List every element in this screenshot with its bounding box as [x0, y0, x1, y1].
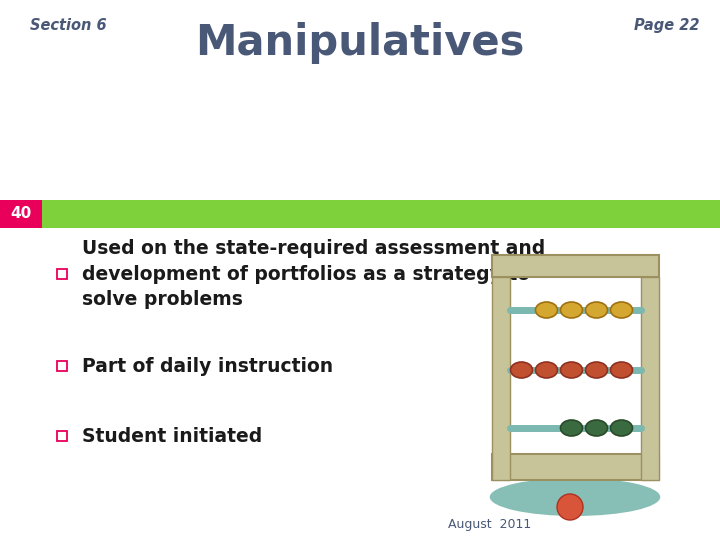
Bar — [57, 269, 67, 279]
Bar — [492, 255, 659, 277]
Ellipse shape — [560, 420, 582, 436]
Text: Section 6: Section 6 — [30, 18, 107, 33]
Ellipse shape — [536, 362, 557, 378]
Bar — [492, 277, 510, 480]
Text: Page 22: Page 22 — [634, 18, 700, 33]
Text: Student initiated: Student initiated — [82, 427, 262, 446]
Ellipse shape — [510, 362, 533, 378]
Ellipse shape — [560, 302, 582, 318]
Ellipse shape — [585, 362, 608, 378]
Ellipse shape — [560, 362, 582, 378]
Bar — [57, 361, 67, 371]
Bar — [57, 431, 67, 441]
Text: Manipulatives: Manipulatives — [195, 22, 525, 64]
Text: 40: 40 — [10, 206, 32, 221]
Bar — [492, 454, 659, 480]
Bar — [641, 277, 659, 480]
Ellipse shape — [490, 478, 660, 516]
Ellipse shape — [585, 302, 608, 318]
Ellipse shape — [611, 302, 632, 318]
Text: Part of daily instruction: Part of daily instruction — [82, 356, 333, 375]
Ellipse shape — [611, 420, 632, 436]
Ellipse shape — [611, 362, 632, 378]
Ellipse shape — [585, 420, 608, 436]
Circle shape — [557, 494, 583, 520]
Text: August  2011: August 2011 — [448, 518, 531, 531]
Ellipse shape — [536, 302, 557, 318]
Bar — [0, 200, 42, 228]
Bar — [0, 200, 720, 228]
Text: Used on the state-required assessment and
development of portfolios as a strateg: Used on the state-required assessment an… — [82, 239, 545, 309]
